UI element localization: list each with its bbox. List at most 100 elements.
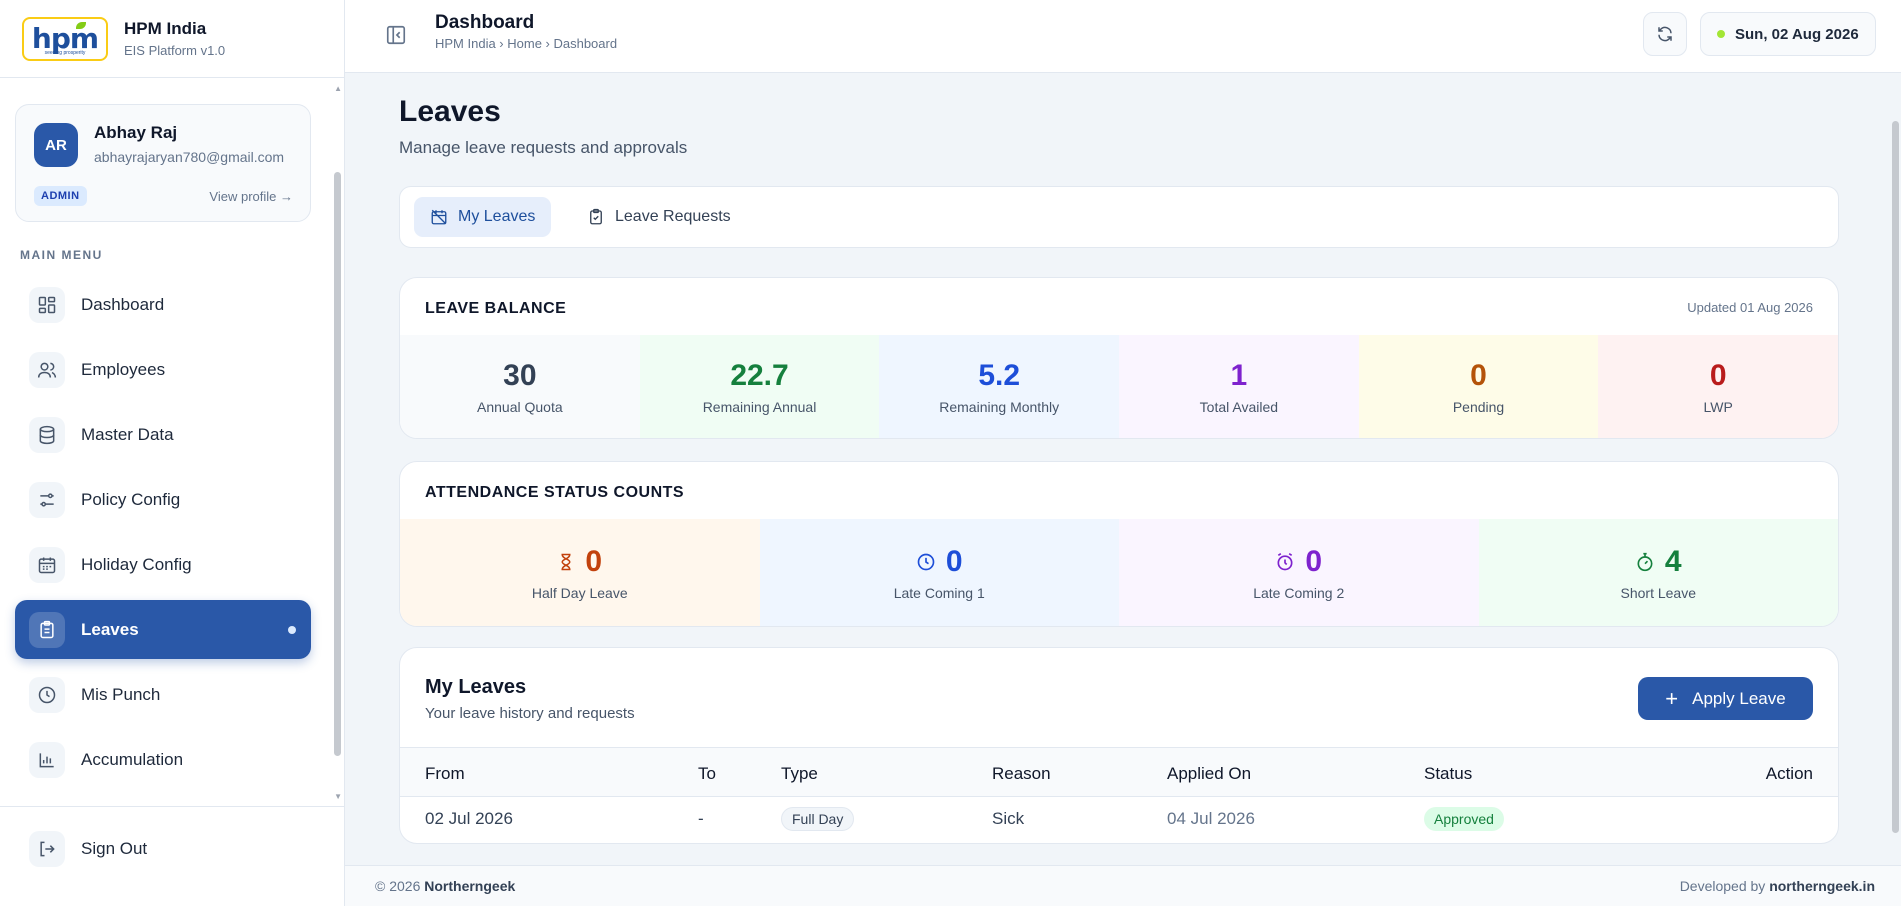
footer-copyright: © 2026 Northerngeek <box>375 878 515 894</box>
calendar-icon <box>29 546 65 583</box>
attendance-status-card: ATTENDANCE STATUS COUNTS 0 Half Day Leav… <box>399 461 1839 627</box>
tab-leave-requests[interactable]: Leave Requests <box>571 197 747 237</box>
hourglass-icon <box>561 553 571 570</box>
tile-value: 0 <box>1470 358 1487 392</box>
logo-text: hpm <box>31 21 99 55</box>
company-name: Northerngeek <box>424 878 516 894</box>
topbar-title: Dashboard <box>435 12 535 33</box>
sign-out-label: Sign Out <box>81 838 148 858</box>
brand-logo[interactable]: hpm seeding prosperity <box>22 16 108 61</box>
column-header-applied-on[interactable]: Applied On <box>1167 764 1252 783</box>
main-scrollbar[interactable] <box>1892 121 1899 833</box>
view-profile-link[interactable]: View profile → <box>209 189 293 204</box>
brand-header: hpm seeding prosperity HPM India EIS Pla… <box>0 0 344 78</box>
sidebar-item-dashboard[interactable]: Dashboard <box>15 275 311 334</box>
sidebar-item-leaves[interactable]: Leaves <box>15 600 311 659</box>
copyright-text: © 2026 <box>375 878 425 894</box>
tile-label: Remaining Monthly <box>939 398 1060 415</box>
leave-balance-card: LEAVE BALANCE Updated 01 Aug 2026 30 Annu… <box>399 277 1839 439</box>
leave-balance-title: LEAVE BALANCE <box>425 300 567 317</box>
topbar: Dashboard HPM India › Home › Dashboard S… <box>345 0 1901 73</box>
tile-value: 4 <box>1664 544 1682 578</box>
brand-version: EIS Platform v1.0 <box>124 43 226 58</box>
sidebar-item-holiday-config[interactable]: Holiday Config <box>15 535 311 594</box>
developer-link[interactable]: northerngeek.in <box>1769 878 1875 894</box>
tile-value: 5.2 <box>978 358 1021 392</box>
sidebar-item-policy-config[interactable]: Policy Config <box>15 470 311 529</box>
apply-leave-label: Apply Leave <box>1692 688 1786 708</box>
tile-label: Remaining Annual <box>702 398 817 415</box>
bar-chart-icon <box>29 741 65 778</box>
database-icon <box>29 416 65 453</box>
cell-from: 02 Jul 2026 <box>425 809 513 828</box>
column-header-reason[interactable]: Reason <box>992 764 1051 783</box>
column-header-to[interactable]: To <box>698 764 716 783</box>
profile-name: Abhay Raj <box>94 123 178 142</box>
tab-label: Leave Requests <box>615 208 731 225</box>
brand-name: HPM India <box>124 19 207 38</box>
current-date: Sun, 02 Aug 2026 <box>1735 25 1859 43</box>
sidebar-item-mis-punch[interactable]: Mis Punch <box>15 665 311 724</box>
tile-label: Short Leave <box>1620 584 1697 601</box>
status-badge: Approved <box>1424 807 1504 831</box>
scroll-up-icon[interactable]: ▲ <box>334 84 342 93</box>
users-icon <box>29 351 65 388</box>
timer-icon <box>1637 552 1653 571</box>
tile-half-day-leave: 0 Half Day Leave <box>400 519 760 626</box>
clipboard-check-icon <box>590 208 602 225</box>
page-subtitle: Manage leave requests and approvals <box>399 138 688 157</box>
cell-to: - <box>698 809 704 828</box>
column-header-type[interactable]: Type <box>781 764 818 783</box>
refresh-button[interactable] <box>1643 12 1687 56</box>
developed-by-text: Developed by <box>1679 878 1770 894</box>
page-title: Leaves <box>399 95 501 128</box>
sidebar-item-master-data[interactable]: Master Data <box>15 405 311 464</box>
profile-email: abhayrajaryan780@gmail.com <box>94 149 285 165</box>
alarm-icon <box>1277 552 1293 570</box>
role-badge: ADMIN <box>34 186 87 206</box>
tab-my-leaves[interactable]: My Leaves <box>414 197 552 237</box>
clipboard-icon <box>29 611 65 648</box>
sidebar-item-label: Master Data <box>81 424 174 444</box>
tile-total-availed: 1 Total Availed <box>1119 335 1359 438</box>
profile-card[interactable]: AR Abhay Raj abhayrajaryan780@gmail.com … <box>15 104 311 222</box>
column-header-status[interactable]: Status <box>1424 764 1473 783</box>
menu-section-label: MAIN MENU <box>20 248 103 262</box>
tile-remaining-monthly: 5.2 Remaining Monthly <box>879 335 1120 438</box>
tab-label: My Leaves <box>458 208 536 225</box>
tile-pending: 0 Pending <box>1358 335 1599 438</box>
tile-late-coming-2: 0 Late Coming 2 <box>1119 519 1479 626</box>
sidebar-item-label: Employees <box>81 359 166 379</box>
plus-icon: + <box>1665 685 1679 711</box>
column-header-from[interactable]: From <box>425 764 465 783</box>
scroll-down-icon[interactable]: ▼ <box>334 792 342 801</box>
attendance-tiles: 0 Half Day Leave 0 Late Coming 1 0 Late … <box>400 519 1838 626</box>
tile-value: 1 <box>1230 358 1248 392</box>
active-indicator <box>288 625 296 634</box>
signout-section: Sign Out <box>0 806 345 906</box>
footer-credit: Developed by northerngeek.in <box>1680 878 1875 894</box>
main-menu: Dashboard Employees Master Data Policy C… <box>15 275 311 795</box>
cell-applied-on: 04 Jul 2026 <box>1167 809 1255 828</box>
calendar-off-icon <box>431 209 447 225</box>
refresh-icon <box>1658 26 1672 42</box>
sidebar-item-label: Accumulation <box>81 749 184 769</box>
sidebar-item-employees[interactable]: Employees <box>15 340 311 399</box>
sign-out-button[interactable]: Sign Out <box>15 819 311 878</box>
sidebar-toggle-icon[interactable] <box>385 24 407 46</box>
tile-late-coming-1: 0 Late Coming 1 <box>759 519 1119 626</box>
sidebar-item-accumulation[interactable]: Accumulation <box>15 730 311 789</box>
tile-label: Late Coming 2 <box>1253 584 1345 601</box>
sidebar: hpm seeding prosperity HPM India EIS Pla… <box>0 0 345 906</box>
logo-tagline: seeding prosperity <box>44 49 86 56</box>
sidebar-item-label: Dashboard <box>81 294 165 314</box>
tile-label: Late Coming 1 <box>893 584 985 601</box>
table-row[interactable]: 02 Jul 2026 - Full Day Sick 04 Jul 2026 … <box>400 797 1838 843</box>
sidebar-scrollbar[interactable] <box>334 172 341 756</box>
sidebar-item-label: Policy Config <box>81 489 181 509</box>
footer: © 2026 Northerngeek Developed by norther… <box>345 865 1901 906</box>
logout-icon <box>29 830 65 867</box>
leaf-icon <box>76 21 86 29</box>
breadcrumb: HPM India › Home › Dashboard <box>435 36 618 51</box>
apply-leave-button[interactable]: + Apply Leave <box>1638 677 1813 720</box>
